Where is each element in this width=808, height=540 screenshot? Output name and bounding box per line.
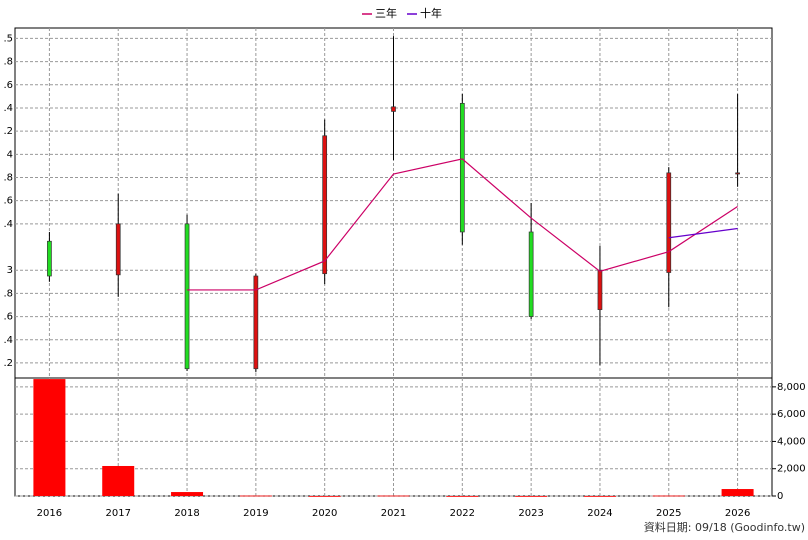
candle-body: [253, 275, 259, 370]
x-tick-label: 2023: [518, 508, 543, 519]
volume-bar: [721, 489, 754, 496]
y-tick-label: .4: [3, 219, 13, 230]
x-tick-label: 2019: [243, 508, 268, 519]
volume-bar: [515, 496, 548, 497]
legend-label: 十年: [420, 6, 442, 20]
x-tick-label: 2025: [656, 508, 681, 519]
y-tick-label: .2: [3, 126, 13, 137]
candle-body: [391, 106, 396, 112]
candle-body: [666, 172, 672, 273]
y-tick-label: .4: [3, 335, 13, 346]
candle-body: [528, 231, 534, 317]
y-tick-label: .5: [3, 33, 13, 44]
volume-bar: [171, 492, 204, 496]
line-series: [668, 227, 738, 239]
x-tick-label: 2026: [725, 508, 750, 519]
x-tick-label: 2022: [450, 508, 475, 519]
y-tick-label: .6: [3, 80, 13, 91]
volume-bar: [308, 496, 341, 497]
y-tick-label: 4,000: [777, 436, 806, 447]
volume-bar: [652, 495, 685, 497]
x-tick-label: 2017: [106, 508, 131, 519]
y-tick-label: 2,000: [777, 464, 806, 475]
y-tick-label: .8: [3, 57, 13, 68]
candle-body: [115, 223, 121, 276]
y-tick-label: .2: [3, 358, 13, 369]
volume-bar: [239, 495, 272, 497]
volume-bar: [102, 465, 135, 496]
y-tick-label: 0: [777, 491, 783, 502]
candle-body: [597, 269, 603, 310]
y-tick-label: 3: [7, 265, 13, 276]
x-tick-label: 2020: [312, 508, 337, 519]
y-tick-label: .8: [3, 288, 13, 299]
y-tick-label: .6: [3, 196, 13, 207]
y-tick-label: 6,000: [777, 409, 806, 420]
candle-body: [459, 102, 465, 233]
volume-bar: [583, 496, 616, 497]
volume-bar: [33, 379, 66, 496]
x-tick-label: 2016: [37, 508, 62, 519]
volume-bar: [377, 495, 410, 497]
candle-body: [735, 172, 740, 175]
legend-label: 三年: [375, 6, 397, 20]
y-tick-label: 4: [7, 149, 13, 160]
volume-bar: [446, 496, 479, 497]
candle-body: [184, 223, 190, 370]
footnote: 資料日期: 09/18 (Goodinfo.tw): [644, 520, 805, 534]
x-tick-label: 2018: [174, 508, 199, 519]
y-tick-label: .4: [3, 103, 13, 114]
y-tick-label: 8,000: [777, 382, 806, 393]
candle-body: [47, 240, 52, 277]
x-tick-label: 2024: [587, 508, 612, 519]
candle-body: [322, 135, 328, 275]
y-tick-label: .6: [3, 312, 13, 323]
line-series: [187, 158, 738, 291]
x-tick-label: 2021: [381, 508, 406, 519]
y-tick-label: .8: [3, 173, 13, 184]
